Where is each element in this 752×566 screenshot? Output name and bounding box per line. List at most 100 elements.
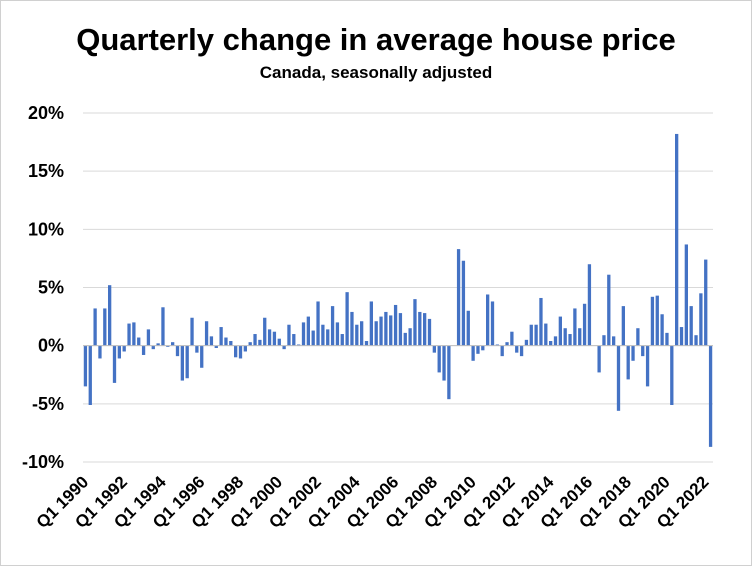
bar	[146, 329, 151, 346]
bar	[214, 345, 218, 348]
bar	[301, 322, 306, 346]
bar	[374, 321, 378, 346]
bar	[612, 336, 616, 346]
bar	[631, 345, 635, 361]
bar	[117, 345, 121, 359]
bar	[568, 334, 572, 346]
bar	[515, 345, 519, 353]
bar	[345, 292, 349, 346]
bar	[195, 345, 199, 353]
bar	[602, 335, 606, 346]
bar	[679, 327, 684, 346]
bar	[481, 345, 485, 351]
bar	[267, 329, 272, 346]
bar	[539, 297, 543, 346]
y-tick-label: 5%	[38, 278, 64, 298]
bar	[229, 341, 233, 346]
bar	[689, 306, 693, 346]
bar	[360, 321, 364, 346]
bar	[384, 311, 388, 346]
bar	[558, 316, 562, 346]
bar	[408, 328, 412, 346]
bar	[578, 328, 582, 346]
bar	[156, 343, 160, 346]
bar	[655, 295, 659, 346]
bar	[185, 345, 189, 379]
bar	[665, 332, 669, 346]
bar	[161, 307, 165, 346]
bar	[587, 264, 592, 346]
bar	[660, 314, 664, 346]
bar	[505, 342, 509, 346]
bar	[326, 329, 330, 346]
bar	[350, 311, 354, 346]
bar	[355, 324, 359, 346]
bar	[675, 133, 679, 346]
bar	[418, 311, 422, 346]
bar	[621, 306, 625, 346]
bar	[442, 345, 446, 381]
bar	[141, 345, 146, 355]
bar	[234, 345, 238, 358]
bar	[534, 324, 538, 346]
bar	[238, 345, 243, 359]
bar	[258, 339, 262, 346]
y-tick-label: 20%	[28, 103, 64, 123]
bar	[248, 342, 252, 346]
bar	[563, 328, 567, 346]
bar	[108, 285, 112, 346]
bar	[340, 334, 344, 346]
bar	[369, 301, 373, 346]
bar	[616, 345, 621, 411]
bar	[495, 344, 499, 346]
bar	[490, 301, 495, 346]
bar	[461, 260, 466, 346]
bar	[263, 317, 267, 346]
bar	[549, 341, 553, 346]
y-tick-label: 10%	[28, 219, 64, 239]
bar	[175, 345, 180, 357]
bar	[209, 336, 214, 346]
bar	[524, 339, 529, 346]
bar	[432, 345, 436, 353]
bar	[98, 345, 102, 359]
bar	[510, 331, 514, 346]
bar	[103, 308, 107, 346]
bar	[607, 274, 611, 346]
bar	[297, 344, 301, 346]
y-tick-label: -10%	[22, 452, 64, 472]
bar	[316, 301, 320, 346]
bar	[645, 345, 650, 387]
bar	[403, 332, 407, 346]
bar	[553, 336, 558, 346]
bar	[471, 345, 475, 361]
bar	[427, 318, 432, 346]
bar	[413, 299, 417, 346]
bar	[277, 338, 281, 346]
bar	[137, 337, 141, 346]
chart-subtitle: Canada, seasonally adjusted	[259, 63, 493, 82]
bar	[636, 328, 640, 346]
bar	[699, 293, 703, 346]
bar	[364, 341, 369, 346]
bar	[684, 244, 688, 346]
bar	[204, 321, 209, 346]
bar	[330, 306, 335, 346]
bar	[200, 345, 204, 368]
bar	[132, 322, 136, 346]
bar	[626, 345, 630, 380]
bar	[582, 303, 587, 346]
bar	[272, 331, 277, 346]
bars	[83, 133, 713, 447]
bar	[466, 310, 470, 346]
bar	[519, 345, 524, 357]
bar	[389, 315, 393, 346]
bar	[650, 296, 655, 346]
bar	[379, 316, 383, 346]
bar	[398, 313, 403, 346]
chart-title: Quarterly change in average house price	[76, 22, 676, 57]
bar	[597, 345, 601, 373]
bar	[127, 323, 131, 346]
